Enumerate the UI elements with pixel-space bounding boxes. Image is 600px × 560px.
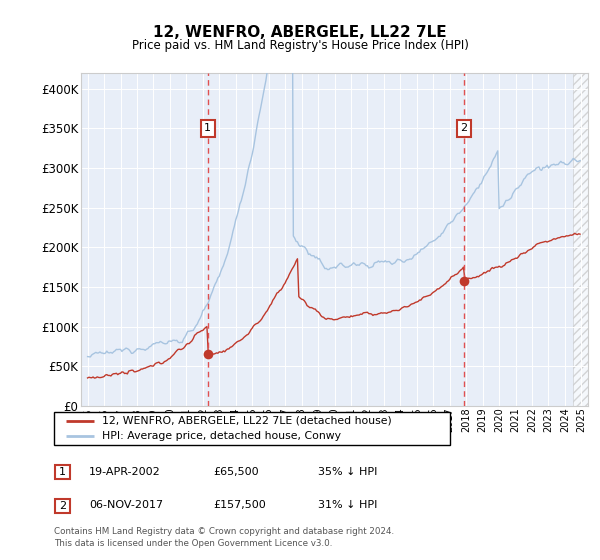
Text: 12, WENFRO, ABERGELE, LL22 7LE (detached house): 12, WENFRO, ABERGELE, LL22 7LE (detached… <box>101 416 391 426</box>
Text: 1: 1 <box>59 467 66 477</box>
Text: 2: 2 <box>460 123 467 133</box>
Text: Price paid vs. HM Land Registry's House Price Index (HPI): Price paid vs. HM Land Registry's House … <box>131 39 469 52</box>
Text: 31% ↓ HPI: 31% ↓ HPI <box>318 500 377 510</box>
Text: £65,500: £65,500 <box>213 466 259 477</box>
Text: £157,500: £157,500 <box>213 500 266 510</box>
Text: 1: 1 <box>204 123 211 133</box>
FancyBboxPatch shape <box>55 498 70 513</box>
Text: 35% ↓ HPI: 35% ↓ HPI <box>318 466 377 477</box>
Text: 12, WENFRO, ABERGELE, LL22 7LE: 12, WENFRO, ABERGELE, LL22 7LE <box>153 25 447 40</box>
Text: HPI: Average price, detached house, Conwy: HPI: Average price, detached house, Conw… <box>101 431 341 441</box>
Text: Contains HM Land Registry data © Crown copyright and database right 2024.
This d: Contains HM Land Registry data © Crown c… <box>54 527 394 548</box>
Text: 19-APR-2002: 19-APR-2002 <box>89 466 161 477</box>
Text: 2: 2 <box>59 501 66 511</box>
Text: 06-NOV-2017: 06-NOV-2017 <box>89 500 163 510</box>
FancyBboxPatch shape <box>54 412 450 445</box>
FancyBboxPatch shape <box>55 465 70 479</box>
